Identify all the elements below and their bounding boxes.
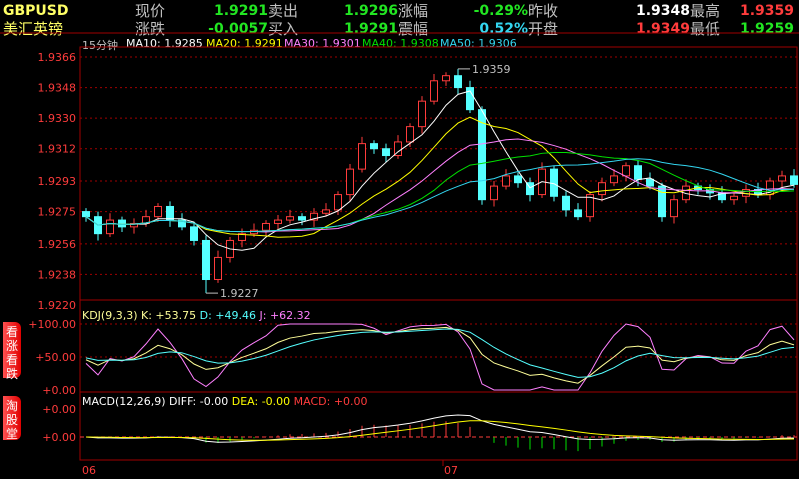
candle-body xyxy=(562,195,570,211)
candle-body xyxy=(454,75,462,89)
high-annotation: 1.9359 xyxy=(472,63,511,76)
candle-body xyxy=(274,219,282,224)
candle-body xyxy=(586,194,594,218)
candle-body xyxy=(154,205,162,218)
macd-tick-label: +0.00 xyxy=(42,403,76,416)
price-tick-label: 1.9348 xyxy=(38,82,77,95)
candle-body xyxy=(202,239,210,281)
price-tick-label: 1.9238 xyxy=(38,268,77,281)
field-value: 1.9296 xyxy=(343,3,398,19)
field-label: 卖出 xyxy=(268,2,299,20)
candle-body xyxy=(298,216,306,221)
candle-body xyxy=(190,226,198,241)
candle-body xyxy=(418,100,426,128)
candle-body xyxy=(490,185,498,201)
ma50-line xyxy=(85,158,795,233)
candle-body xyxy=(334,194,342,211)
candle-body xyxy=(82,211,90,218)
candle-body xyxy=(262,222,270,231)
price-tick-label: 1.9312 xyxy=(38,143,77,156)
candle-body xyxy=(238,233,246,241)
field-label: 涨幅 xyxy=(398,2,429,20)
candle-body xyxy=(598,182,606,196)
kdj-d: D: +49.46 xyxy=(199,309,257,322)
field-value: -0.29% xyxy=(473,3,528,19)
macd-diff: DIFF: -0.00 xyxy=(169,395,229,408)
field-label: 昨收 xyxy=(528,2,559,20)
macd-title: MACD(12,26,9) xyxy=(82,395,166,408)
kdj-k: K: +53.75 xyxy=(141,309,197,322)
candle-body xyxy=(466,87,474,111)
candle-body xyxy=(526,182,534,196)
candle-body xyxy=(610,175,618,184)
candle-body xyxy=(646,178,654,187)
kdj-legend: KDJ(9,3,3) K: +53.75 D: +49.46 J: +62.32 xyxy=(82,309,311,322)
price-tick-label: 1.9275 xyxy=(38,206,77,219)
candle-body xyxy=(502,175,510,187)
kdj-k-line xyxy=(85,326,795,384)
price-tick-label: 1.9220 xyxy=(38,299,77,312)
macd-legend: MACD(12,26,9) DIFF: -0.00 DEA: -0.00 MAC… xyxy=(82,395,368,408)
candle-body xyxy=(658,185,666,218)
candle-body xyxy=(166,205,174,221)
price-tick-label: 1.9256 xyxy=(38,238,77,251)
price-tick-label: 1.9366 xyxy=(38,51,77,64)
date-label: 07 xyxy=(444,464,458,477)
macd-dea-line xyxy=(85,420,795,441)
kdj-j-line xyxy=(85,323,795,391)
side-tab-bull-bear[interactable]: 看涨看跌 xyxy=(3,322,21,381)
candle-body xyxy=(370,143,378,150)
side-tab-taogutang[interactable]: 淘股堂 xyxy=(3,396,21,441)
candle-body xyxy=(286,216,294,221)
candle-body xyxy=(574,209,582,218)
candle-body xyxy=(106,219,114,235)
field-label: 现价 xyxy=(135,2,166,20)
candle-body xyxy=(118,219,126,228)
candle-body xyxy=(214,256,222,281)
price-tick-label: 1.9330 xyxy=(38,112,77,125)
macd-tick-label: +0.00 xyxy=(42,431,76,444)
kdj-title: KDJ(9,3,3) xyxy=(82,309,138,322)
candle-body xyxy=(322,209,330,214)
candle-body xyxy=(310,212,318,221)
kdj-tick-label: +100.00 xyxy=(28,318,76,331)
candle-body xyxy=(730,195,738,201)
candle-body xyxy=(670,199,678,218)
candle-body xyxy=(178,219,186,228)
candle-body xyxy=(358,143,366,170)
candle-body xyxy=(514,175,522,184)
period-label: 15分钟 xyxy=(82,39,118,52)
candle-body xyxy=(142,216,150,224)
candle-body xyxy=(550,168,558,197)
kdj-d-line xyxy=(85,328,795,378)
macd-value: MACD: +0.00 xyxy=(293,395,368,408)
symbol-code: GBPUSD xyxy=(3,3,69,19)
candle-body xyxy=(622,165,630,177)
field-value: 1.9359 xyxy=(739,3,794,19)
field-value: 1.9291 xyxy=(213,3,268,19)
candle-body xyxy=(442,75,450,82)
macd-dea: DEA: -0.00 xyxy=(231,395,291,408)
candle-body xyxy=(130,222,138,228)
candle-body xyxy=(778,175,786,182)
candle-body xyxy=(478,109,486,201)
date-label: 06 xyxy=(82,464,96,477)
candle-body xyxy=(346,168,354,196)
candle-body xyxy=(382,148,390,157)
macd-diff-line xyxy=(85,414,795,443)
candle-body xyxy=(406,126,414,143)
kdj-tick-label: +0.00 xyxy=(42,384,76,397)
price-tick-label: 1.9293 xyxy=(38,175,77,188)
candle-body xyxy=(790,175,798,185)
low-annotation: 1.9227 xyxy=(220,287,259,300)
candle-body xyxy=(430,80,438,102)
candle-body xyxy=(634,165,642,180)
field-label: 最高 xyxy=(690,2,721,20)
kdj-tick-label: +50.00 xyxy=(35,351,76,364)
ma20-line xyxy=(85,116,795,238)
field-value: 1.9348 xyxy=(635,3,690,19)
kdj-j: J: +62.32 xyxy=(259,309,311,322)
